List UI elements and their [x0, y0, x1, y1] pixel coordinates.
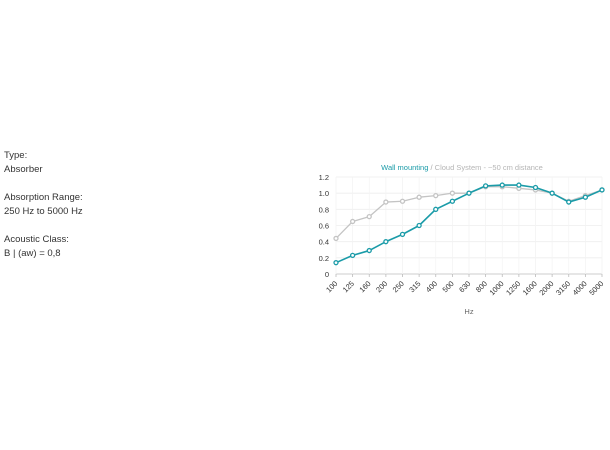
y-axis: 0 0.2 0.4 0.6 0.8 1.0 1.2 — [319, 173, 329, 279]
data-point-cloud-system[interactable] — [366, 213, 372, 220]
x-tick-label: 160 — [357, 279, 372, 294]
data-point-cloud-system[interactable] — [416, 194, 422, 200]
data-point-wall-mounting[interactable] — [599, 187, 605, 193]
data-point-cloud-system[interactable] — [399, 198, 406, 204]
legend-separator: / — [428, 163, 434, 172]
spec-acoustic-class-value: B | (aw) = 0,8 — [4, 248, 61, 259]
spec-type: Type: Absorber — [4, 149, 83, 177]
y-tick-label: 0.6 — [319, 222, 329, 231]
x-tick-label: 800 — [474, 279, 489, 294]
data-point-cloud-system[interactable] — [349, 218, 356, 225]
spec-type-value: Absorber — [4, 164, 43, 175]
spec-absorption-range: Absorption Range: 250 Hz to 5000 Hz — [4, 191, 83, 219]
data-point-wall-mounting[interactable] — [399, 231, 406, 238]
y-tick-label: 1.2 — [319, 173, 329, 182]
x-tick-label: 4000 — [571, 279, 589, 297]
x-tick-label: 250 — [391, 279, 406, 294]
data-point-wall-mounting[interactable] — [582, 194, 589, 200]
data-point-wall-mounting[interactable] — [366, 247, 372, 254]
x-tick-label: 2000 — [537, 279, 555, 297]
y-tick-label: 0.2 — [319, 254, 329, 263]
y-tick-label: 1.0 — [319, 189, 329, 198]
product-specs: Type: Absorber Absorption Range: 250 Hz … — [4, 149, 83, 275]
legend-wall-mounting[interactable]: Wall mounting — [381, 163, 428, 172]
x-tick-label: 1250 — [504, 279, 522, 297]
x-tick-label: 5000 — [587, 279, 605, 297]
x-tick-label: 125 — [341, 279, 356, 294]
data-point-wall-mounting[interactable] — [516, 182, 522, 188]
x-tick-label: 315 — [407, 279, 422, 294]
spec-acoustic-class-label: Acoustic Class: — [4, 234, 69, 245]
x-tick-label: 100 — [324, 279, 339, 294]
spec-type-label: Type: — [4, 150, 28, 161]
data-point-wall-mounting[interactable] — [383, 239, 389, 245]
data-point-wall-mounting[interactable] — [416, 222, 422, 229]
data-point-wall-mounting[interactable] — [549, 190, 555, 196]
data-point-wall-mounting[interactable] — [532, 184, 539, 191]
y-tick-label: 0 — [325, 270, 329, 279]
data-point-cloud-system[interactable] — [333, 235, 339, 242]
data-point-wall-mounting[interactable] — [482, 183, 489, 189]
x-tick-label: 3150 — [554, 279, 572, 297]
x-tick-label: 200 — [374, 279, 389, 294]
data-point-wall-mounting[interactable] — [433, 206, 439, 212]
y-tick-label: 0.8 — [319, 205, 329, 214]
y-tick-label: 0.4 — [319, 238, 329, 247]
data-point-cloud-system[interactable] — [433, 192, 439, 199]
x-axis: 100 125 160 200 250 315 400 500 630 8001000125016… — [324, 274, 605, 297]
x-tick-label: 630 — [457, 279, 472, 294]
x-tick-label: 1000 — [488, 279, 506, 297]
spec-acoustic-class: Acoustic Class: B | (aw) = 0,8 — [4, 233, 83, 261]
data-point-cloud-system[interactable] — [383, 199, 389, 205]
chart-series — [333, 182, 605, 266]
data-point-cloud-system[interactable] — [449, 190, 456, 196]
data-point-wall-mounting[interactable] — [333, 260, 339, 266]
chart-title: Wall mounting / Cloud System - ~50 cm di… — [381, 163, 543, 172]
data-point-wall-mounting[interactable] — [499, 182, 505, 188]
data-point-wall-mounting[interactable] — [449, 198, 456, 204]
spec-absorption-range-label: Absorption Range: — [4, 192, 83, 203]
x-tick-label: 400 — [424, 279, 439, 294]
x-tick-label: 500 — [441, 279, 456, 294]
x-axis-label: Hz — [464, 307, 473, 316]
data-point-wall-mounting[interactable] — [349, 252, 356, 259]
spec-absorption-range-value: 250 Hz to 5000 Hz — [4, 206, 83, 217]
legend-cloud-system[interactable]: Cloud System - ~50 cm distance — [435, 163, 543, 172]
data-point-wall-mounting[interactable] — [566, 199, 572, 205]
data-point-wall-mounting[interactable] — [466, 190, 472, 196]
x-tick-label: 1600 — [521, 279, 539, 297]
